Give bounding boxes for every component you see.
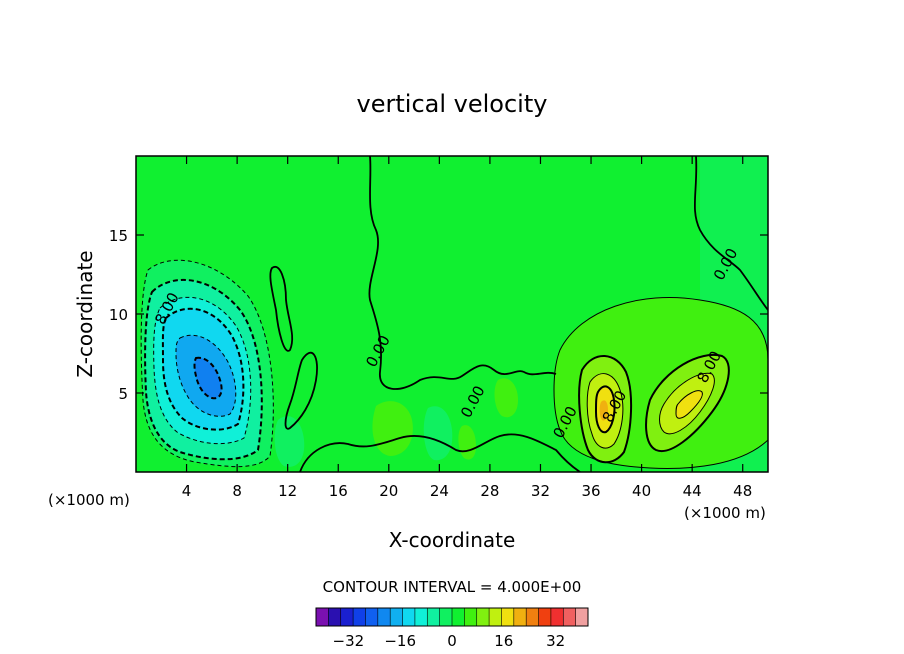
colorbar-swatch xyxy=(365,608,379,626)
patch-x28 xyxy=(494,378,518,418)
colorbar-tick-label: 16 xyxy=(494,632,513,650)
x-unit-right: (×1000 m) xyxy=(684,504,766,522)
contour-line-minus4 xyxy=(140,259,274,468)
x-tick-label: 32 xyxy=(531,482,550,500)
colorbar-swatch xyxy=(563,608,577,626)
patch-x20 xyxy=(372,401,413,456)
colorbar-swatch xyxy=(476,608,490,626)
colorbar-swatch xyxy=(427,608,441,626)
colorbar-swatch xyxy=(452,608,465,626)
colorbar-tick-label: −16 xyxy=(384,632,416,650)
contour-line-plus12 xyxy=(586,373,624,449)
colorbar-swatch xyxy=(501,608,515,626)
colorbar-swatch xyxy=(439,608,453,626)
colorbar-swatch xyxy=(340,608,354,626)
colorbar-swatch xyxy=(550,608,564,626)
colorbar-swatch xyxy=(575,608,589,626)
zero-contour-center xyxy=(368,156,557,390)
contour-line-minus8 xyxy=(144,278,263,461)
colorbar: −32 −16 0 16 32 xyxy=(315,607,589,650)
colorbar-swatch xyxy=(513,608,527,626)
zero-contour-bottom xyxy=(299,433,581,472)
colorbar-swatch xyxy=(538,608,552,626)
x-tick-label: 40 xyxy=(632,482,651,500)
colorbar-tick-label: 32 xyxy=(546,632,565,650)
colorbar-swatch xyxy=(414,608,428,626)
colorbar-swatch xyxy=(377,608,391,626)
x-tick-label: 36 xyxy=(581,482,600,500)
zero-contour-plume-x14 xyxy=(284,352,318,430)
patch-x25 xyxy=(423,406,453,461)
contour-fill-plus16-right xyxy=(676,390,703,419)
contour-line-minus12 xyxy=(153,296,252,445)
colorbar-swatch xyxy=(353,608,366,626)
colorbar-swatch xyxy=(402,608,416,626)
contour-line-minus24 xyxy=(193,356,223,400)
zero-contour-plume-x12 xyxy=(269,265,294,352)
colorbar-swatch xyxy=(489,608,502,626)
x-tick-label: 8 xyxy=(232,482,242,500)
contour-line-minus16 xyxy=(161,307,245,431)
contour-lines xyxy=(140,156,768,472)
colorbar-swatch xyxy=(316,608,329,626)
contour-line-plus4 xyxy=(553,296,768,469)
contour-line-plus8 xyxy=(578,355,633,464)
colorbar-swatch xyxy=(390,608,403,626)
contour-fill-plus20 xyxy=(599,400,608,421)
x-tick-label: 48 xyxy=(733,482,752,500)
colorbar-swatch xyxy=(526,608,539,626)
x-tick-label: 44 xyxy=(683,482,702,500)
contour-interval-text: CONTOUR INTERVAL = 4.000E+00 xyxy=(323,578,582,596)
colorbar-tick-label: 0 xyxy=(447,632,457,650)
updraft-region-right xyxy=(646,354,729,452)
plot-area: 8.000.000.000.00 8.008.000.00 xyxy=(136,156,768,472)
y-axis-label: Z-coordinate xyxy=(73,250,97,377)
chart-title: vertical velocity xyxy=(357,90,548,118)
x-tick-label: 28 xyxy=(480,482,499,500)
contour-line-plus16-right xyxy=(675,390,703,419)
colorbar-swatch xyxy=(328,608,342,626)
colorbar-swatch xyxy=(464,608,478,626)
colorbar-tick-label: −32 xyxy=(333,632,365,650)
y-tick-label: 15 xyxy=(109,227,128,245)
contour-line-plus16 xyxy=(594,385,616,434)
contour-line-plus12-right xyxy=(659,372,715,435)
y-tick-label: 10 xyxy=(109,306,128,324)
x-tick-label: 16 xyxy=(329,482,348,500)
x-axis-label: X-coordinate xyxy=(389,528,516,552)
contour-fill-minor-negative xyxy=(274,416,305,467)
contour-line-plus8-right xyxy=(645,353,730,453)
x-tick-label: 12 xyxy=(278,482,297,500)
x-tick-label: 20 xyxy=(379,482,398,500)
zero-contour-right xyxy=(693,156,768,311)
y-tick-label: 5 xyxy=(118,385,128,403)
x-tick-label: 24 xyxy=(430,482,449,500)
x-tick-label: 4 xyxy=(182,482,192,500)
x-unit-left: (×1000 m) xyxy=(48,491,130,509)
